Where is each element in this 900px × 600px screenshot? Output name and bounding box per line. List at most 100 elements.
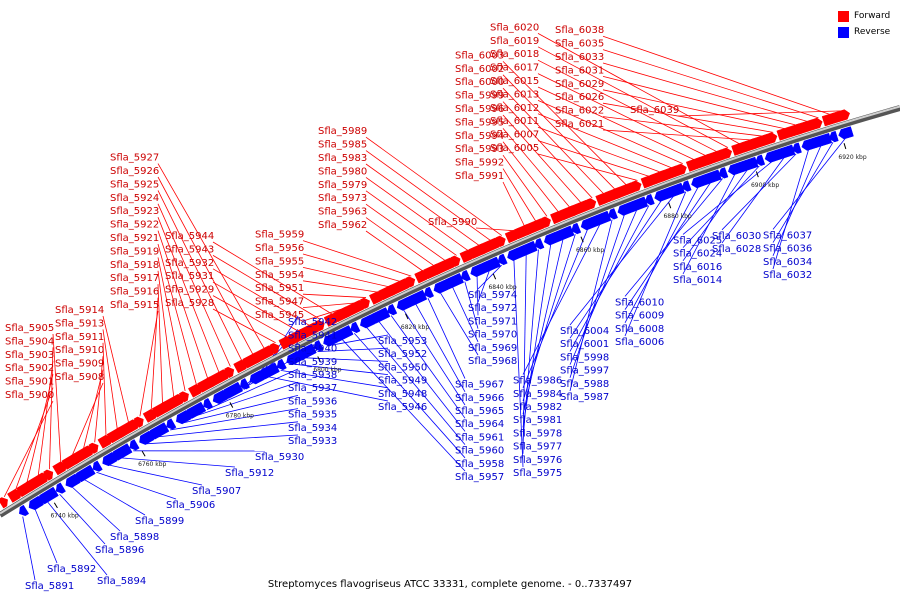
forward-gene-label[interactable]: Sfla_5913 xyxy=(55,318,104,329)
reverse-gene-label[interactable]: Sfla_5970 xyxy=(468,330,517,341)
forward-gene-arrow[interactable] xyxy=(133,416,144,428)
forward-gene-arrow[interactable] xyxy=(0,497,8,509)
reverse-gene-label[interactable]: Sfla_6004 xyxy=(560,326,609,337)
reverse-gene-label[interactable]: Sfla_5974 xyxy=(468,290,517,301)
reverse-gene-label[interactable]: Sfla_5965 xyxy=(455,406,504,417)
reverse-gene-label[interactable]: Sfla_6016 xyxy=(673,262,722,273)
reverse-gene-label[interactable]: Sfla_5891 xyxy=(25,581,74,592)
reverse-gene-label[interactable]: Sfla_6030 xyxy=(712,231,761,242)
forward-gene-label[interactable]: Sfla_6035 xyxy=(555,39,604,50)
forward-gene-label[interactable]: Sfla_5922 xyxy=(110,220,159,231)
reverse-gene-label[interactable]: Sfla_5969 xyxy=(468,343,517,354)
forward-gene-label[interactable]: Sfla_5959 xyxy=(255,230,304,241)
reverse-gene-label[interactable]: Sfla_6001 xyxy=(560,339,609,350)
forward-gene-label[interactable]: Sfla_6022 xyxy=(555,106,604,117)
reverse-gene-arrow[interactable] xyxy=(406,289,428,307)
forward-gene-label[interactable]: Sfla_6015 xyxy=(490,76,539,87)
forward-gene-label[interactable]: Sfla_5980 xyxy=(318,166,367,177)
forward-gene-label[interactable]: Sfla_5993 xyxy=(455,144,504,155)
reverse-gene-label[interactable]: Sfla_5899 xyxy=(135,516,184,527)
reverse-gene-arrow[interactable] xyxy=(681,180,692,192)
reverse-gene-arrow[interactable] xyxy=(276,358,287,371)
forward-gene-label[interactable]: Sfla_5945 xyxy=(255,310,304,321)
forward-gene-arrow[interactable] xyxy=(178,391,189,403)
forward-gene-label[interactable]: Sfla_5973 xyxy=(318,193,367,204)
forward-gene-label[interactable]: Sfla_5918 xyxy=(110,260,159,271)
forward-gene-label[interactable]: Sfla_5927 xyxy=(110,153,159,164)
reverse-gene-arrow[interactable] xyxy=(737,156,759,173)
reverse-gene-arrow[interactable] xyxy=(112,443,133,461)
forward-gene-arrow[interactable] xyxy=(88,442,99,455)
forward-gene-arrow[interactable] xyxy=(586,198,597,210)
reverse-gene-arrow[interactable] xyxy=(350,321,361,334)
reverse-gene-label[interactable]: Sfla_6028 xyxy=(712,244,761,255)
reverse-gene-label[interactable]: Sfla_5948 xyxy=(378,389,427,400)
forward-gene-arrow[interactable] xyxy=(405,276,416,288)
reverse-gene-arrow[interactable] xyxy=(387,303,398,316)
reverse-gene-label[interactable]: Sfla_5907 xyxy=(192,486,241,497)
reverse-gene-label[interactable]: Sfla_5981 xyxy=(513,415,562,426)
forward-gene-label[interactable]: Sfla_5900 xyxy=(5,390,54,401)
reverse-gene-label[interactable]: Sfla_6025 xyxy=(673,235,722,246)
forward-gene-label[interactable]: Sfla_5931 xyxy=(165,271,214,282)
forward-gene-label[interactable]: Sfla_6018 xyxy=(490,49,539,60)
forward-gene-label[interactable]: Sfla_5919 xyxy=(110,246,159,257)
reverse-gene-label[interactable]: Sfla_5941 xyxy=(288,330,337,341)
forward-gene-label[interactable]: Sfla_5951 xyxy=(255,283,304,294)
reverse-gene-label[interactable]: Sfla_5937 xyxy=(288,383,337,394)
reverse-gene-label[interactable]: Sfla_6009 xyxy=(615,311,664,322)
reverse-gene-label[interactable]: Sfla_5968 xyxy=(468,356,517,367)
reverse-gene-label[interactable]: Sfla_5939 xyxy=(288,357,337,368)
reverse-gene-label[interactable]: Sfla_5977 xyxy=(513,442,562,453)
forward-gene-label[interactable]: Sfla_5994 xyxy=(455,131,504,142)
forward-gene-arrow[interactable] xyxy=(450,255,461,267)
forward-gene-label[interactable]: Sfla_5996 xyxy=(455,104,504,115)
forward-gene-arrow[interactable] xyxy=(495,235,506,248)
forward-gene-label[interactable]: Sfla_5962 xyxy=(318,220,367,231)
reverse-gene-label[interactable]: Sfla_5933 xyxy=(288,436,337,447)
reverse-gene-arrow[interactable] xyxy=(644,193,655,206)
reverse-gene-label[interactable]: Sfla_5952 xyxy=(378,349,427,360)
reverse-gene-arrow[interactable] xyxy=(479,256,501,273)
forward-gene-label[interactable]: Sfla_5932 xyxy=(165,258,214,269)
reverse-gene-arrow[interactable] xyxy=(627,196,649,213)
forward-gene-label[interactable]: Sfla_5944 xyxy=(165,231,214,242)
reverse-gene-label[interactable]: Sfla_6024 xyxy=(673,249,722,260)
reverse-gene-arrow[interactable] xyxy=(295,343,317,361)
reverse-gene-label[interactable]: Sfla_6032 xyxy=(763,270,812,281)
forward-gene-arrow[interactable] xyxy=(43,469,54,481)
forward-gene-label[interactable]: Sfla_5909 xyxy=(55,359,104,370)
forward-gene-label[interactable]: Sfla_5943 xyxy=(165,244,214,255)
forward-gene-label[interactable]: Sfla_5989 xyxy=(318,126,367,137)
forward-gene-label[interactable]: Sfla_6020 xyxy=(490,22,539,33)
forward-gene-label[interactable]: Sfla_5901 xyxy=(5,377,54,388)
forward-gene-label[interactable]: Sfla_5905 xyxy=(5,323,54,334)
reverse-gene-label[interactable]: Sfla_5986 xyxy=(513,376,562,387)
reverse-gene-label[interactable]: Sfla_6006 xyxy=(615,337,664,348)
reverse-gene-label[interactable]: Sfla_6014 xyxy=(673,275,722,286)
forward-gene-label[interactable]: Sfla_6005 xyxy=(490,143,539,154)
reverse-gene-label[interactable]: Sfla_5936 xyxy=(288,396,337,407)
reverse-gene-arrow[interactable] xyxy=(259,362,280,380)
forward-gene-label[interactable]: Sfla_5963 xyxy=(318,207,367,218)
forward-gene-label[interactable]: Sfla_5954 xyxy=(255,270,304,281)
forward-gene-label[interactable]: Sfla_5928 xyxy=(165,298,214,309)
forward-gene-label[interactable]: Sfla_5904 xyxy=(5,336,54,347)
forward-gene-label[interactable]: Sfla_6013 xyxy=(490,89,539,100)
reverse-gene-arrow[interactable] xyxy=(185,401,207,419)
reverse-gene-arrow[interactable] xyxy=(571,222,582,235)
forward-gene-label[interactable]: Sfla_5921 xyxy=(110,233,159,244)
reverse-gene-arrow[interactable] xyxy=(700,169,722,185)
forward-gene-label[interactable]: Sfla_5902 xyxy=(5,363,54,374)
reverse-gene-label[interactable]: Sfla_5946 xyxy=(378,402,427,413)
forward-gene-label[interactable]: Sfla_5956 xyxy=(255,243,304,254)
forward-gene-arrow[interactable] xyxy=(722,147,733,159)
reverse-gene-arrow[interactable] xyxy=(203,397,214,410)
reverse-gene-label[interactable]: Sfla_5971 xyxy=(468,316,517,327)
forward-gene-label[interactable]: Sfla_5955 xyxy=(255,256,304,267)
forward-gene-label[interactable]: Sfla_6021 xyxy=(555,119,604,130)
forward-gene-label[interactable]: Sfla_5910 xyxy=(55,345,104,356)
reverse-gene-label[interactable]: Sfla_5978 xyxy=(513,428,562,439)
reverse-gene-label[interactable]: Sfla_5898 xyxy=(110,532,159,543)
reverse-gene-label[interactable]: Sfla_5935 xyxy=(288,410,337,421)
